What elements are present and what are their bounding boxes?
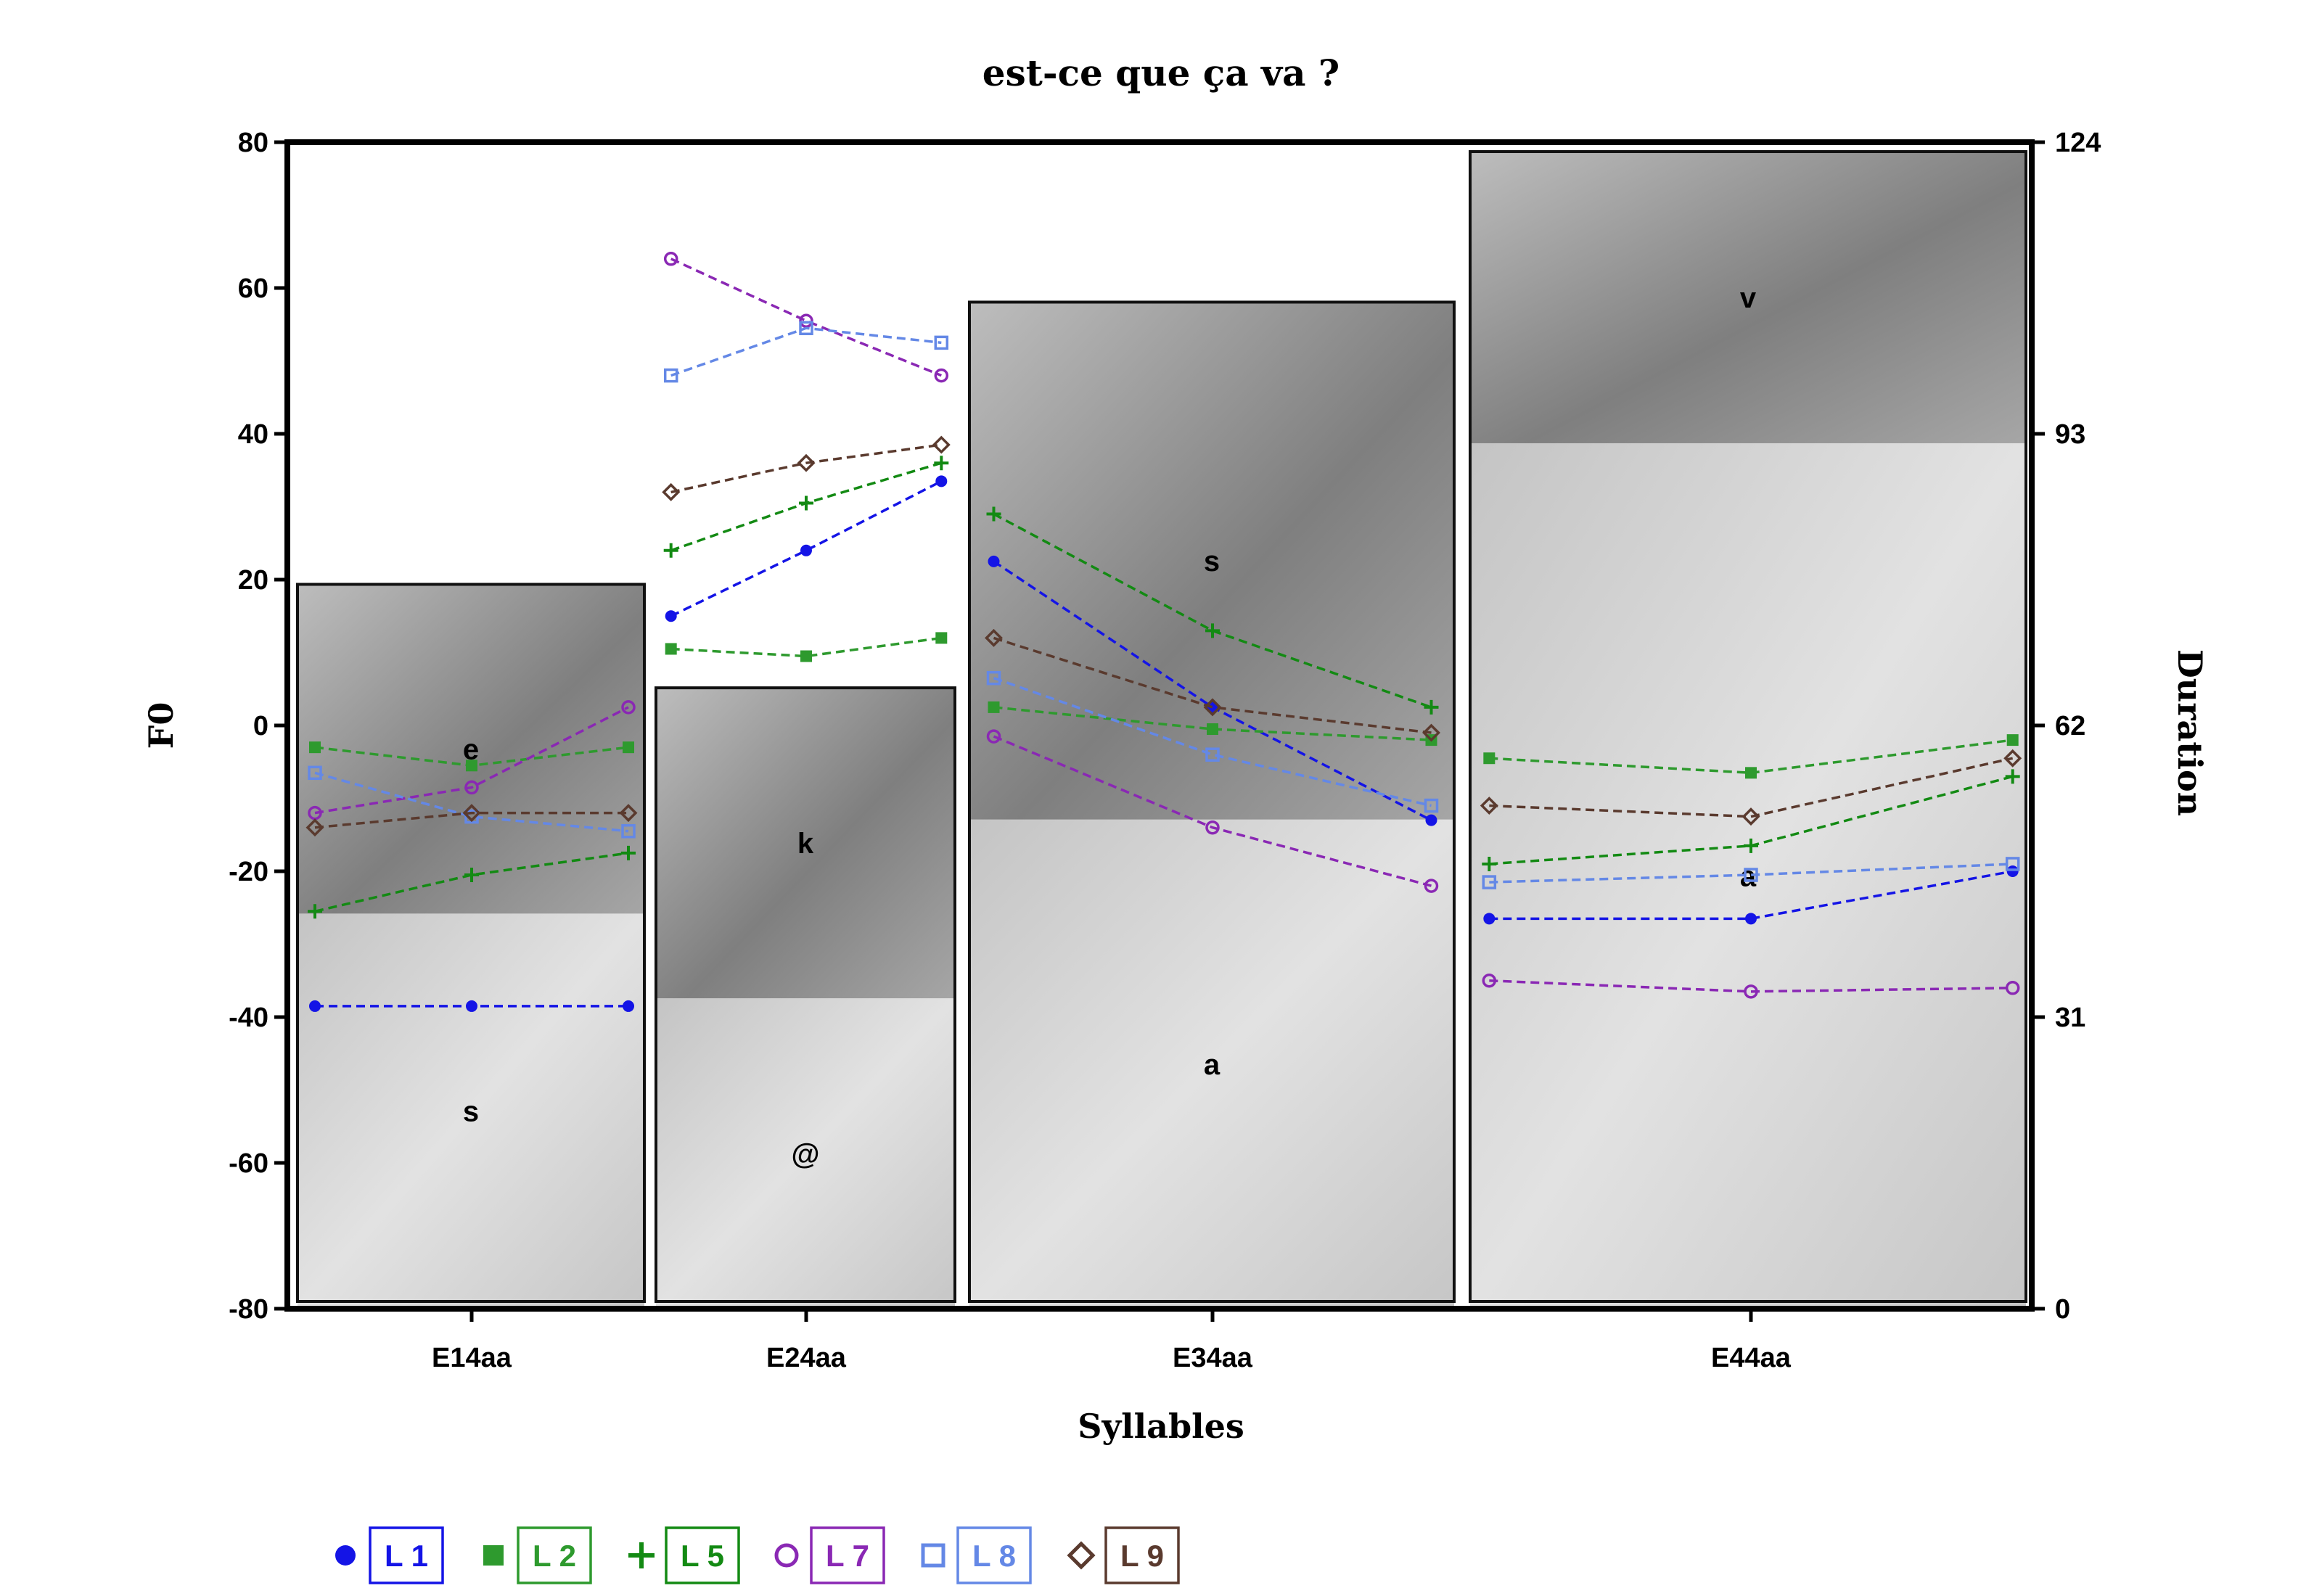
y2-tick-label: 93 (2055, 419, 2085, 450)
data-point (935, 632, 947, 643)
data-point (623, 1000, 634, 1012)
legend-label: L 7 (826, 1539, 869, 1573)
data-point (799, 495, 813, 510)
data-point (988, 702, 1000, 713)
segment-label: v (1740, 282, 1757, 314)
legend-label: L 5 (681, 1539, 724, 1573)
data-point (309, 741, 321, 753)
data-point (2007, 865, 2019, 877)
data-point (988, 556, 1000, 567)
legend-label: L 2 (533, 1539, 576, 1573)
data-point (800, 651, 812, 662)
data-point (2007, 734, 2019, 746)
y-tick-label: 0 (253, 711, 268, 741)
series-line (671, 328, 942, 375)
segment-label: k (797, 828, 814, 860)
legend-item-l7[interactable]: L 7 (776, 1528, 884, 1583)
legend-item-l8[interactable]: L 8 (923, 1528, 1030, 1583)
y2-tick-label: 124 (2055, 128, 2101, 158)
legend-marker (1070, 1544, 1093, 1567)
legend-marker (776, 1545, 797, 1566)
y-axis-title: F0 (141, 702, 181, 749)
legend-marker (483, 1545, 504, 1566)
y2-axis: 0 31 62 93 124 (2032, 128, 2101, 1325)
legend-label: L 1 (385, 1539, 428, 1573)
x-tick-label: E14aa (432, 1343, 512, 1373)
y-tick-label: 80 (238, 128, 268, 158)
data-point (309, 1000, 321, 1012)
segment-label: a (1740, 860, 1757, 892)
y-tick-label: -60 (229, 1148, 268, 1179)
legend-marker (923, 1545, 943, 1566)
data-point (1745, 767, 1757, 778)
data-point (800, 545, 812, 556)
data-point (623, 741, 634, 753)
x-tick-label: E34aa (1173, 1343, 1253, 1373)
data-point (466, 760, 477, 771)
segment-label: @ (791, 1138, 819, 1170)
series-line (671, 259, 942, 376)
x-axis-title: Syllables (1078, 1407, 1244, 1446)
data-point (1207, 723, 1218, 735)
legend-item-l2[interactable]: L 2 (483, 1528, 591, 1583)
data-point (466, 1000, 477, 1012)
x-tick-label: E24aa (766, 1343, 847, 1373)
y-tick-label: 20 (238, 565, 268, 596)
y2-axis-title: Duration (2170, 649, 2210, 816)
segment-label: a (1204, 1049, 1221, 1081)
y-tick-label: -80 (229, 1294, 268, 1325)
data-point (934, 456, 948, 470)
data-point (665, 610, 677, 622)
legend-marker (335, 1545, 356, 1566)
y2-tick-label: 0 (2055, 1294, 2070, 1325)
data-point (935, 475, 947, 487)
legend-marker (628, 1542, 655, 1568)
duration-bars: se@kasav (298, 152, 2026, 1309)
x-axis: E14aa E24aa E34aa E44aa (432, 1309, 1792, 1373)
legend-item-l1[interactable]: L 1 (335, 1528, 443, 1583)
legend-label: L 9 (1120, 1539, 1164, 1573)
y2-tick-label: 62 (2055, 711, 2085, 741)
legend-item-l5[interactable]: L 5 (628, 1528, 739, 1583)
segment-label: s (463, 1096, 479, 1128)
data-point (665, 643, 677, 654)
y2-tick-label: 31 (2055, 1003, 2085, 1033)
legend-label: L 8 (972, 1539, 1016, 1573)
legend: L 1 L 2 L 5 L 7 L 8 L 9 (335, 1528, 1178, 1583)
segment-label: s (1204, 546, 1220, 577)
y-tick-label: -40 (229, 1003, 268, 1033)
data-point (800, 315, 812, 326)
legend-item-l9[interactable]: L 9 (1070, 1528, 1178, 1583)
data-point (664, 543, 678, 558)
y-axis: -80 -60 -40 -20 0 20 40 60 80 (229, 128, 287, 1325)
data-point (1483, 913, 1495, 924)
data-point (1426, 815, 1437, 826)
y-tick-label: 60 (238, 273, 268, 304)
y-tick-label: -20 (229, 857, 268, 887)
y-tick-label: 40 (238, 419, 268, 450)
x-tick-label: E44aa (1711, 1343, 1792, 1373)
data-point (1745, 913, 1757, 924)
data-point (1483, 752, 1495, 764)
chart-title: est-ce que ça va ? (982, 52, 1340, 94)
